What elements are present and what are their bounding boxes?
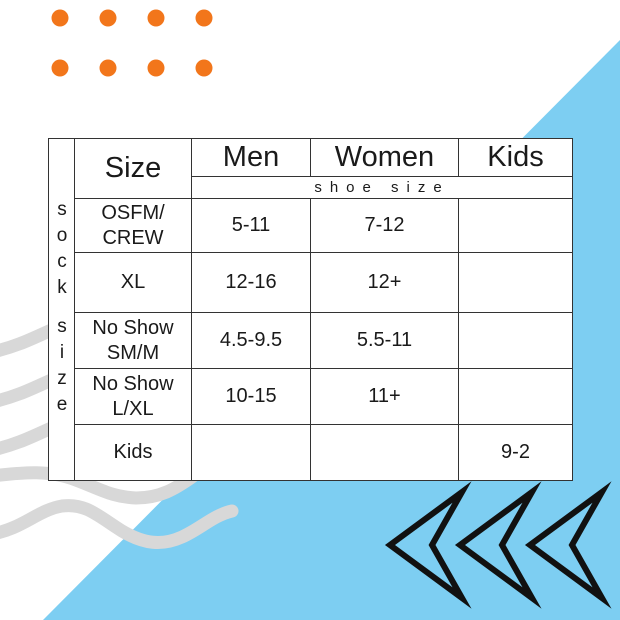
size-label-line: Kids [113,441,153,463]
dot [51,9,69,27]
wave-line [0,466,199,505]
column-header-kids: Kids [458,138,573,177]
dot [51,59,69,77]
cell-kids: 9-2 [458,424,573,481]
size-label-line: CREW [102,226,164,249]
vertical-word-size: size [51,316,73,420]
column-header-size: Size [74,138,192,199]
chevron-left-icon [524,481,612,609]
subheader-shoe-size: shoe size [191,176,573,199]
sock-size-table: sock size Size Men Women Kids shoe size … [48,138,573,481]
table-row: No Show L/XL 10-15 11+ [49,368,573,425]
size-label-line: XL [120,271,146,293]
cell-women: 11+ [310,368,459,425]
cell-size: OSFM/ CREW [74,198,192,253]
table-subheader-row: shoe size [49,176,573,199]
cell-men: 10-15 [191,368,311,425]
dot [195,9,213,27]
dot [147,9,165,27]
vertical-word-sock: sock [51,199,73,303]
cell-men: 5-11 [191,198,311,253]
wave-line [0,499,239,549]
table-row: XL 12-16 12+ [49,252,573,313]
cell-women: 7-12 [310,198,459,253]
table-header-row: sock size Size Men Women Kids [48,138,573,481]
cell-women [310,424,459,481]
cell-women: 12+ [310,252,459,313]
vertical-axis-label-cell: sock size [48,138,75,481]
vertical-axis-label: sock size [49,199,74,420]
cell-men: 12-16 [191,252,311,313]
cell-men [191,424,311,481]
cell-kids [458,312,573,369]
dot [147,59,165,77]
table-row: OSFM/ CREW 5-11 7-12 [49,198,573,253]
chevron-left-icon [454,481,542,609]
cell-size: Kids [74,424,192,481]
size-label-line: L/XL [112,397,154,420]
column-header-women: Women [310,138,459,177]
orange-dot-grid [51,9,213,77]
column-header-men: Men [191,138,311,177]
triple-chevron-left-icon [384,481,612,609]
cell-size: No Show SM/M [74,312,192,369]
size-label-line: No Show [92,316,174,339]
cell-kids [458,198,573,253]
table-row: No Show SM/M 4.5-9.5 5.5-11 [49,312,573,369]
size-label-line: OSFM/ [101,201,165,224]
cell-size: No Show L/XL [74,368,192,425]
dot [195,59,213,77]
size-label-line: SM/M [106,341,160,364]
cell-kids [458,368,573,425]
cell-kids [458,252,573,313]
dot [99,9,117,27]
table-row: Kids 9-2 [49,424,573,481]
cell-women: 5.5-11 [310,312,459,369]
dot [99,59,117,77]
cell-size: XL [74,252,192,313]
chevron-left-icon [384,481,472,609]
cell-men: 4.5-9.5 [191,312,311,369]
size-label-line: No Show [92,372,174,395]
